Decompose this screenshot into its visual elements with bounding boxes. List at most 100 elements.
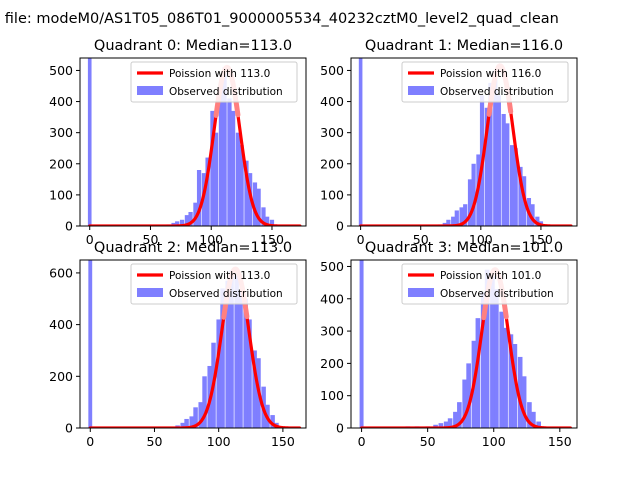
axes-frame — [350, 57, 578, 227]
histogram-bar — [493, 70, 498, 226]
histogram-bar — [499, 311, 504, 428]
histogram-bar — [220, 288, 225, 428]
figure-title: n file: modeM0/AS1T05_086T01_9000005534_… — [0, 11, 559, 27]
x-tick-label: 0 — [86, 232, 94, 247]
histogram-bar — [230, 110, 236, 226]
histogram-bar — [471, 163, 476, 226]
y-tick-label: 600 — [49, 265, 73, 280]
histogram-bar — [202, 376, 207, 428]
legend: Poission with 113.0 Observed distribution — [130, 61, 298, 103]
x-tick-label: 100 — [482, 434, 506, 449]
histogram-bar — [513, 148, 518, 226]
histogram-bar — [243, 298, 248, 428]
histogram-bar — [443, 421, 449, 428]
legend-bar-swatch — [137, 86, 163, 95]
y-tick-label: 0 — [65, 219, 73, 234]
histogram-bar — [189, 416, 194, 428]
zero-spike-bar — [87, 58, 92, 226]
axes-frame — [350, 259, 578, 429]
histogram-bar — [179, 219, 185, 226]
histogram-bar — [269, 219, 275, 226]
histogram-bar — [252, 350, 257, 428]
legend-label-observed: Observed distribution — [440, 86, 554, 98]
histogram-bar — [216, 319, 221, 428]
poisson-curve — [359, 64, 573, 226]
x-tick-label: 100 — [199, 232, 223, 247]
histogram-bar — [244, 160, 249, 226]
legend: Poission with 101.0 Observed distribution — [401, 263, 569, 305]
x-tick-label: 0 — [357, 232, 365, 247]
histogram-bar — [466, 363, 471, 428]
y-tick-label: 0 — [336, 219, 344, 234]
histogram-bar — [234, 275, 239, 428]
histogram-bar — [261, 207, 266, 226]
subplot-title: Quadrant 2: Median=113.0 — [94, 240, 292, 256]
legend-label-poisson: Poission with 116.0 — [440, 68, 541, 80]
histogram-bar — [508, 334, 514, 428]
legend: Poission with 113.0 Observed distribution — [130, 263, 298, 305]
histogram-bar — [184, 215, 190, 226]
y-tick-label: 400 — [49, 94, 73, 109]
histogram-bar — [509, 145, 515, 226]
histogram-bar — [505, 123, 510, 226]
legend-label-poisson: Poission with 101.0 — [440, 270, 541, 282]
histogram-bar — [494, 289, 499, 428]
subplot-quadrant-0: 0 50 100 150 0 100 200 300 400 500 Quadrant 0: Med… — [49, 38, 307, 247]
histogram-bar — [467, 179, 473, 226]
histogram-bar — [438, 423, 444, 428]
legend-bar-swatch — [408, 86, 434, 95]
y-tick-label: 200 — [49, 156, 73, 171]
histogram-bar — [264, 216, 270, 226]
y-tick-label: 300 — [320, 324, 344, 339]
histogram-bar — [210, 110, 215, 226]
histogram-bar — [180, 422, 185, 428]
histogram-bar — [503, 327, 508, 428]
histogram-bar — [205, 157, 210, 226]
histogram-bar — [536, 421, 541, 428]
poisson-curve — [359, 268, 572, 428]
legend: Poission with 116.0 Observed distribution — [401, 61, 569, 103]
zero-spike-bar — [88, 260, 93, 428]
legend-label-poisson: Poission with 113.0 — [169, 270, 270, 282]
subplot-quadrant-1: 0 50 100 150 0 100 200 300 400 500 Quadrant 1: Med… — [320, 38, 578, 247]
legend-bar-swatch — [408, 288, 434, 297]
histogram-bar — [447, 418, 453, 428]
histogram-bar — [480, 292, 486, 428]
histogram-bar — [496, 95, 501, 226]
x-tick-label: 150 — [548, 434, 572, 449]
histogram-bar — [433, 424, 438, 428]
y-tick-label: 500 — [320, 259, 344, 274]
histogram-bar — [475, 318, 481, 428]
histogram-bar — [188, 212, 193, 226]
zero-spike-bar — [359, 260, 364, 428]
histogram-bar — [175, 221, 180, 226]
legend-box — [130, 263, 298, 305]
histogram-bar — [193, 407, 198, 428]
histogram-bar — [484, 107, 489, 226]
histogram-bar — [517, 356, 523, 428]
histogram-bar — [454, 210, 459, 226]
histogram-bar — [238, 291, 243, 428]
y-tick-label: 100 — [49, 187, 73, 202]
histogram-bar — [451, 216, 456, 226]
histogram-bar — [512, 344, 518, 428]
legend-label-observed: Observed distribution — [169, 288, 283, 300]
subplot-title: Quadrant 1: Median=116.0 — [365, 38, 563, 54]
subplot-title: Quadrant 3: Median=101.0 — [365, 240, 563, 256]
legend-label-observed: Observed distribution — [440, 288, 554, 300]
histogram-bar — [239, 145, 244, 226]
x-tick-label: 50 — [143, 232, 159, 247]
histogram-bar — [256, 188, 261, 226]
x-tick-label: 100 — [207, 434, 231, 449]
x-tick-label: 50 — [147, 434, 163, 449]
x-tick-label: 150 — [260, 232, 284, 247]
x-tick-label: 150 — [271, 434, 295, 449]
x-tick-label: 0 — [358, 434, 366, 449]
histogram-bar — [446, 219, 451, 226]
legend-label-poisson: Poission with 113.0 — [169, 68, 270, 80]
histogram-bar — [196, 170, 202, 226]
zero-spike-bar — [358, 58, 363, 226]
histogram-bar — [488, 82, 493, 226]
histogram-bar — [453, 411, 458, 428]
